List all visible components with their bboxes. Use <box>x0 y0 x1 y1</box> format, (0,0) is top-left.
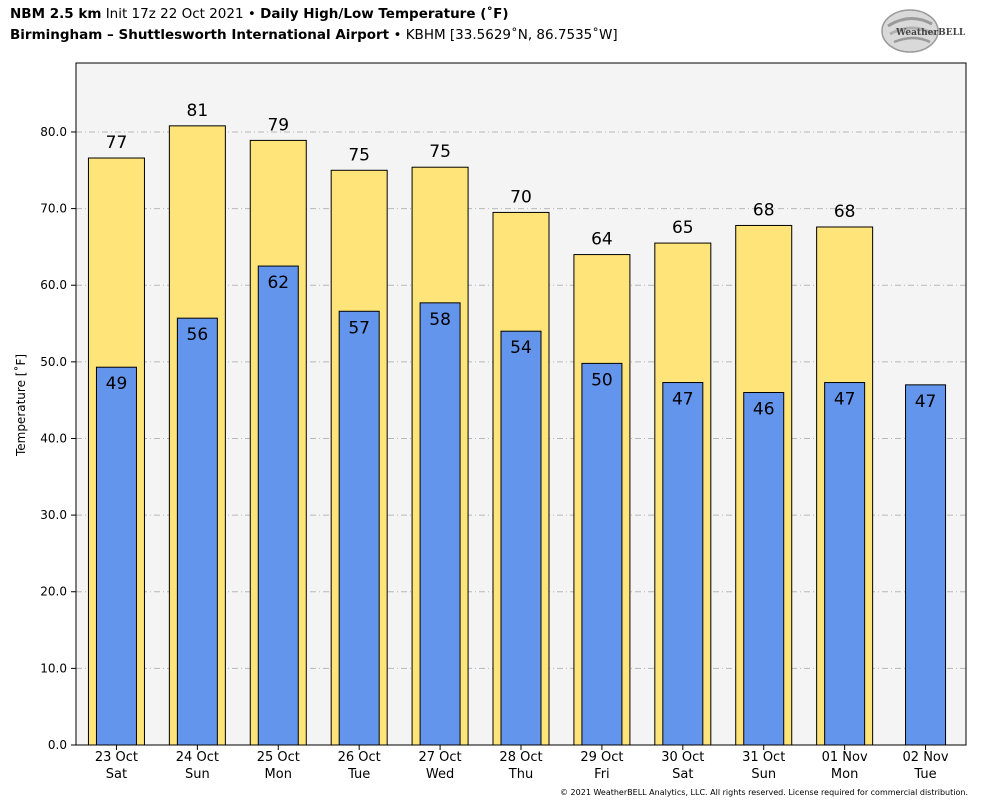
x-tick-label-day: Fri <box>594 767 610 782</box>
x-tick-label-date: 26 Oct <box>338 750 381 765</box>
x-tick-label-date: 30 Oct <box>661 750 704 765</box>
low-temp-bar <box>581 362 623 746</box>
low-temp-label: 47 <box>915 392 937 412</box>
chart-title-line2: Birmingham – Shuttlesworth International… <box>10 27 618 43</box>
station-id: KBHM [33.5629˚N, 86.7535˚W] <box>405 27 618 43</box>
high-temp-label: 70 <box>510 187 532 207</box>
low-temp-bar <box>176 317 218 746</box>
high-temp-label: 68 <box>753 200 775 220</box>
logo-text: WeatherBELL <box>895 28 966 38</box>
axes: 0.0 10.0 20.0 30.0 40.0 50.0 60.0 70.0 80.0 23 Oc… <box>40 62 967 782</box>
y-tick-label: 10.0 <box>40 661 67 675</box>
high-temp-label: 75 <box>348 145 370 165</box>
x-tick-label-day: Sun <box>185 767 210 782</box>
y-tick-label: 60.0 <box>40 278 67 292</box>
y-tick-label: 80.0 <box>40 125 67 139</box>
title-separator: • <box>247 6 256 22</box>
x-tick-label-day: Wed <box>426 767 454 782</box>
x-tick-label-day: Tue <box>347 767 370 782</box>
low-temp-bar <box>743 392 785 746</box>
weatherbell-logo-icon: WeatherBELL <box>881 9 966 53</box>
high-temp-label: 68 <box>834 202 856 222</box>
high-temp-label: 64 <box>591 230 613 250</box>
high-temp-label: 65 <box>672 218 694 238</box>
plot-frame <box>75 62 967 746</box>
high-temp-label: 79 <box>267 115 289 135</box>
x-tick-label-date: 02 Nov <box>903 750 949 765</box>
high-temp-label: 75 <box>429 142 451 162</box>
chart-title-line1: NBM 2.5 km Init 17z 22 Oct 2021 • Daily … <box>10 6 509 22</box>
low-temp-label: 56 <box>187 325 209 345</box>
y-tick-label: 50.0 <box>40 355 67 369</box>
x-tick-label-date: 01 Nov <box>822 750 868 765</box>
low-temp-label: 47 <box>834 390 856 410</box>
low-temp-label: 49 <box>106 374 128 394</box>
init-time: Init 17z 22 Oct 2021 <box>105 6 244 22</box>
low-temp-label: 57 <box>348 318 370 338</box>
value-labels: 77 49 81 56 79 62 75 57 75 58 70 54 64 50 65 47 68 46 68 47… <box>106 101 937 420</box>
low-temp-label: 62 <box>267 273 289 293</box>
x-tick-label-day: Sat <box>106 767 127 782</box>
x-tick-label-day: Sat <box>672 767 693 782</box>
x-tick-label-date: 29 Oct <box>580 750 623 765</box>
low-temp-label: 46 <box>753 400 775 420</box>
x-tick-label-date: 23 Oct <box>95 750 138 765</box>
y-axis-label: Temperature [˚F] <box>13 354 28 457</box>
product-name: Daily High/Low Temperature (˚F) <box>260 6 509 22</box>
copyright-notice: © 2021 WeatherBELL Analytics, LLC. All r… <box>560 788 968 797</box>
low-temp-label: 54 <box>510 338 532 358</box>
x-tick-label-day: Mon <box>831 767 858 782</box>
y-tick-label: 30.0 <box>40 508 67 522</box>
y-tick-label: 70.0 <box>40 202 67 216</box>
x-tick-label-date: 25 Oct <box>257 750 300 765</box>
y-tick-label: 0.0 <box>48 738 67 752</box>
x-tick-label-day: Sun <box>751 767 776 782</box>
low-temp-label: 47 <box>672 390 694 410</box>
x-tick-label-date: 27 Oct <box>419 750 462 765</box>
low-temp-bar <box>500 330 542 746</box>
y-tick-label: 40.0 <box>40 431 67 445</box>
x-tick-label-date: 28 Oct <box>499 750 542 765</box>
high-temp-label: 81 <box>187 101 209 121</box>
x-tick-label-day: Mon <box>265 767 292 782</box>
low-temp-bar <box>338 310 380 746</box>
low-temp-label: 50 <box>591 370 613 390</box>
high-temp-label: 77 <box>106 133 128 153</box>
low-temp-bar <box>824 382 866 746</box>
x-tick-label-date: 24 Oct <box>176 750 219 765</box>
x-tick-label-date: 31 Oct <box>742 750 785 765</box>
x-tick-label-day: Thu <box>508 767 533 782</box>
low-temp-bar <box>905 384 947 746</box>
low-temp-bar <box>95 366 137 746</box>
low-temp-bar <box>662 382 704 746</box>
model-name: NBM 2.5 km <box>10 6 102 22</box>
low-temp-bar <box>257 265 299 746</box>
y-tick-label: 20.0 <box>40 585 67 599</box>
x-tick-label-day: Tue <box>913 767 936 782</box>
location-name: Birmingham – Shuttlesworth International… <box>10 27 390 43</box>
low-temp-label: 58 <box>429 310 451 330</box>
title-separator-2: • <box>393 27 402 43</box>
low-temp-bar <box>419 302 461 746</box>
bar-group <box>87 125 947 746</box>
